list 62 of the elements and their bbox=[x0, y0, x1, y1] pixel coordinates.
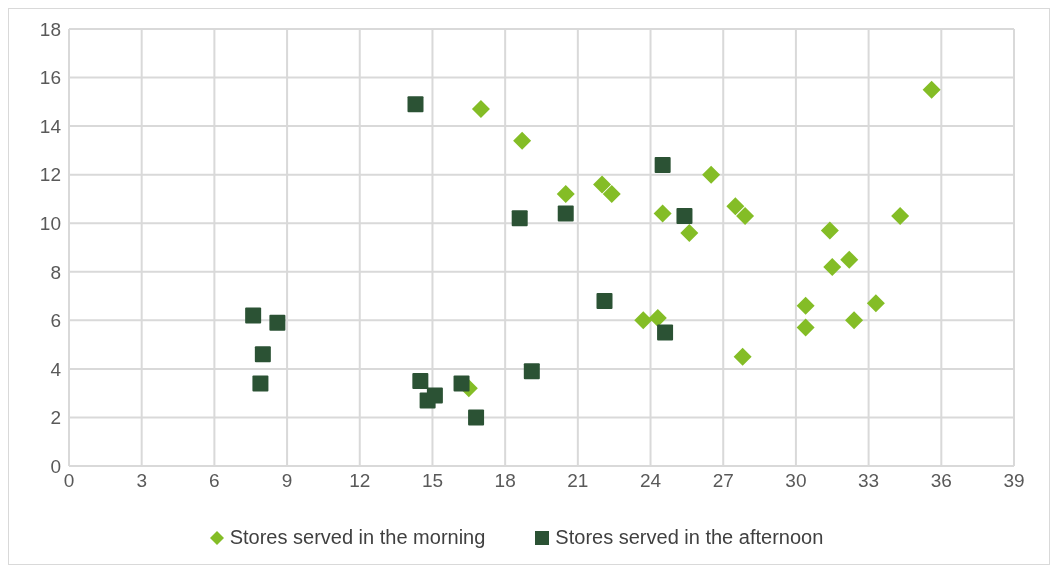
point bbox=[468, 409, 485, 426]
point bbox=[736, 206, 755, 225]
x-tick-label: 33 bbox=[858, 470, 880, 492]
point bbox=[823, 257, 842, 276]
x-tick-label: 9 bbox=[281, 470, 293, 492]
point bbox=[634, 311, 653, 330]
x-tick-label: 15 bbox=[421, 470, 444, 492]
x-tick-label: 3 bbox=[136, 470, 147, 492]
point bbox=[702, 165, 721, 184]
point bbox=[891, 206, 910, 225]
x-tick-label: 6 bbox=[209, 470, 220, 492]
point bbox=[653, 204, 672, 223]
point bbox=[654, 156, 671, 173]
y-tick-label: 12 bbox=[39, 164, 61, 186]
y-tick-label: 0 bbox=[50, 455, 61, 477]
point bbox=[513, 131, 532, 150]
point bbox=[602, 185, 621, 204]
point bbox=[796, 318, 815, 337]
point bbox=[557, 205, 574, 222]
x-tick-label: 21 bbox=[567, 470, 589, 492]
y-tick-label: 14 bbox=[39, 115, 62, 137]
point bbox=[254, 346, 271, 363]
y-tick-label: 10 bbox=[39, 212, 61, 234]
x-tick-label: 18 bbox=[494, 470, 516, 492]
y-tick-label: 6 bbox=[50, 310, 61, 332]
point bbox=[657, 324, 674, 341]
point bbox=[820, 221, 839, 240]
point bbox=[596, 292, 613, 309]
legend-label: Stores served in the morning bbox=[229, 526, 486, 549]
y-tick-label: 8 bbox=[50, 261, 61, 283]
point bbox=[407, 96, 424, 113]
x-tick-label: 30 bbox=[785, 470, 807, 492]
x-tick-label: 24 bbox=[639, 470, 662, 492]
y-tick-label: 18 bbox=[39, 18, 61, 40]
y-tick-label: 16 bbox=[39, 67, 61, 89]
point bbox=[252, 375, 269, 392]
point bbox=[726, 197, 745, 216]
point bbox=[523, 363, 540, 380]
point bbox=[245, 307, 262, 324]
y-tick-label: 2 bbox=[50, 407, 61, 429]
point bbox=[796, 296, 815, 315]
point bbox=[922, 80, 941, 99]
point bbox=[733, 347, 752, 366]
point bbox=[556, 185, 575, 204]
x-tick-label: 36 bbox=[930, 470, 952, 492]
point bbox=[866, 294, 885, 313]
x-tick-label: 27 bbox=[712, 470, 734, 492]
x-tick-label: 12 bbox=[349, 470, 371, 492]
point bbox=[840, 250, 859, 269]
point bbox=[680, 223, 699, 242]
point bbox=[676, 207, 693, 224]
point bbox=[471, 100, 490, 119]
legend-label: Stores served in the afternoon bbox=[555, 526, 824, 549]
point bbox=[593, 175, 612, 194]
point bbox=[412, 373, 429, 390]
point bbox=[845, 311, 864, 330]
point bbox=[453, 375, 470, 392]
point bbox=[648, 308, 667, 327]
y-tick-label: 4 bbox=[50, 358, 62, 380]
x-tick-label: 39 bbox=[1003, 470, 1025, 492]
point bbox=[511, 210, 528, 227]
point bbox=[269, 314, 286, 331]
